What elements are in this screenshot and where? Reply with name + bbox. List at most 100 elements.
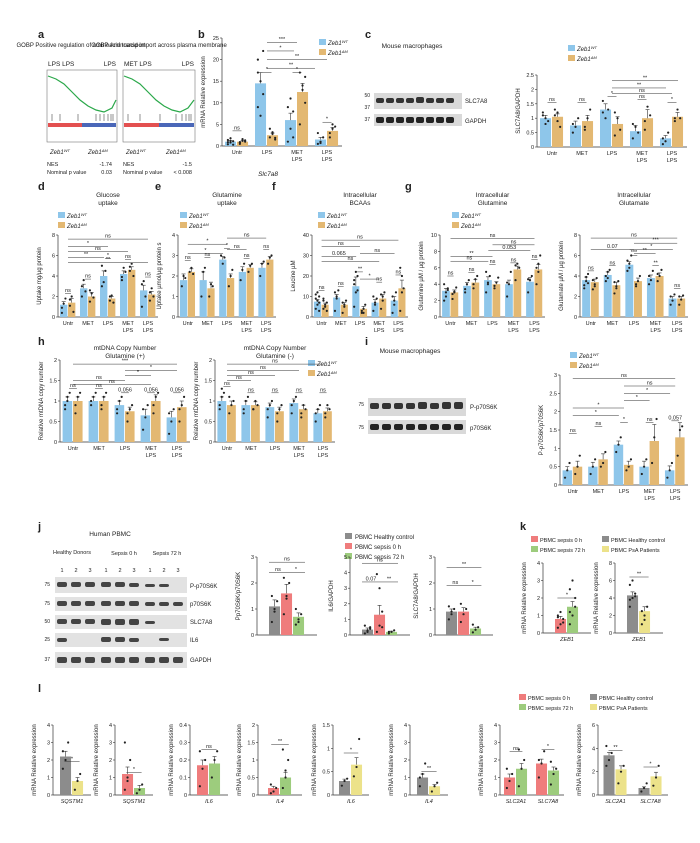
data-point xyxy=(507,283,511,286)
significance-label: *** xyxy=(631,250,638,256)
data-point xyxy=(493,287,496,290)
y-tick-label: 4 xyxy=(109,723,112,729)
data-point xyxy=(634,283,638,286)
blot-c-slc7a8-signal xyxy=(376,97,454,103)
chart-title: Glutamine xyxy=(212,192,242,199)
data-point xyxy=(373,301,377,304)
data-point xyxy=(242,408,245,411)
data-point xyxy=(634,595,637,598)
bar xyxy=(458,611,470,635)
bar xyxy=(516,768,528,795)
data-point xyxy=(335,297,338,300)
y-tick-label: 4 xyxy=(574,274,577,280)
data-point xyxy=(203,266,206,269)
bar xyxy=(227,405,236,442)
x-tick-label: LPS xyxy=(292,157,303,163)
data-point xyxy=(273,607,276,611)
data-point xyxy=(645,458,648,461)
chart-g1: 0 2 4 6 8 10 Glutamine µM / µg protein Intracel… xyxy=(419,192,545,334)
x-tick-label: LPS xyxy=(146,453,157,459)
significance-label: ns xyxy=(275,567,281,573)
significance-label: ns xyxy=(647,417,653,423)
y-tick-label: 1.5 xyxy=(49,379,57,385)
gsea-left-p-label: Nominal p value xyxy=(47,170,86,176)
blot-j-label-1: P-p70S6K xyxy=(190,584,217,590)
data-point xyxy=(180,404,183,407)
data-point xyxy=(326,404,329,407)
data-point xyxy=(628,262,631,265)
x-tick-label: Untr xyxy=(183,321,194,327)
significance-label: * xyxy=(611,91,614,97)
data-point xyxy=(322,307,325,310)
x-tick-label: MET xyxy=(335,321,347,327)
legend-swatch-wt xyxy=(568,45,575,51)
legend-label-wt: Zeb1WT xyxy=(327,39,348,47)
data-point xyxy=(318,309,321,312)
y-tick-label: 0 xyxy=(47,793,50,799)
y-axis-label: Glutamate µM / µg protein xyxy=(559,241,565,311)
data-point xyxy=(239,279,242,282)
y-tick-label: 2 xyxy=(574,295,577,301)
y-tick-label: 2 xyxy=(609,614,612,620)
gsea-right-nes-label: NES xyxy=(123,162,135,168)
chart-title: mtDNA Copy Number xyxy=(94,345,157,352)
chart-l2: 0 1 2 3 4 mRNA Relative expression SQSTM1 * xyxy=(94,723,153,805)
panel-letter-k: k xyxy=(520,521,527,533)
y-tick-label: 2 xyxy=(434,299,437,305)
data-point xyxy=(289,127,292,130)
significance-label: ns xyxy=(85,274,91,280)
gsea-right-p-label: Nominal p value xyxy=(123,170,162,176)
chart-h2: 0 0.5 1 1.5 2 Relative mtDNA copy number mtDNA… xyxy=(194,345,335,459)
y-tick-label: 1 xyxy=(251,607,254,613)
chart-title: Glutamine (-) xyxy=(256,353,294,360)
legend-swatch-wt xyxy=(452,212,459,218)
blot-j-group-3: Sepsis 72 h xyxy=(153,551,182,557)
legend-swatch-wt xyxy=(308,360,315,366)
data-point xyxy=(340,784,343,787)
bar xyxy=(371,302,379,317)
significance-label: ns xyxy=(125,254,131,260)
blot-c-mw-3: 37 xyxy=(364,117,370,123)
data-point xyxy=(537,758,540,762)
x-tick-label: LPS xyxy=(262,150,273,156)
chart-l8: 0 2 4 6 mRNA Relative expression SLC2A1 SLC7A8… xyxy=(577,723,668,805)
data-point xyxy=(61,750,64,753)
data-point xyxy=(604,117,607,120)
y-tick-label: 5 xyxy=(216,122,219,128)
data-point xyxy=(617,280,620,283)
data-point xyxy=(443,283,446,286)
data-point xyxy=(615,285,618,288)
data-point xyxy=(282,613,285,616)
significance-label: ns xyxy=(579,97,585,103)
data-point xyxy=(292,399,295,403)
data-point xyxy=(229,137,232,140)
bar xyxy=(639,466,649,485)
bar xyxy=(638,788,650,795)
data-point xyxy=(64,758,67,762)
data-point xyxy=(288,581,291,585)
y-tick-label: 3 xyxy=(251,555,254,561)
legend-swatch-psa xyxy=(602,546,609,552)
y-axis-label: Relative mtDNA copy number xyxy=(194,362,200,441)
data-point xyxy=(619,436,622,439)
data-point xyxy=(485,291,488,294)
significance-label: * xyxy=(226,243,229,249)
panel-letter-f: f xyxy=(272,181,276,193)
y-tick-label: 1 xyxy=(429,607,432,613)
bar xyxy=(197,765,209,795)
chart-title: Glutamine xyxy=(478,200,508,207)
data-point xyxy=(578,454,581,457)
data-point xyxy=(324,416,327,419)
data-point xyxy=(184,276,187,280)
gsea-right-top-label: MET LPS xyxy=(124,61,152,68)
data-point xyxy=(390,630,393,633)
data-point xyxy=(583,128,586,131)
x-tick-label: Untr xyxy=(445,321,456,327)
x-tick-label: MET xyxy=(593,489,605,495)
blot-c: Mouse macrophages SLC7A8 GAPDH 50 37 37 xyxy=(364,43,488,126)
significance-label: ns xyxy=(595,421,601,427)
data-point xyxy=(120,395,123,398)
data-point xyxy=(150,287,153,290)
x-tick-label: SQSTM1 xyxy=(123,799,146,805)
